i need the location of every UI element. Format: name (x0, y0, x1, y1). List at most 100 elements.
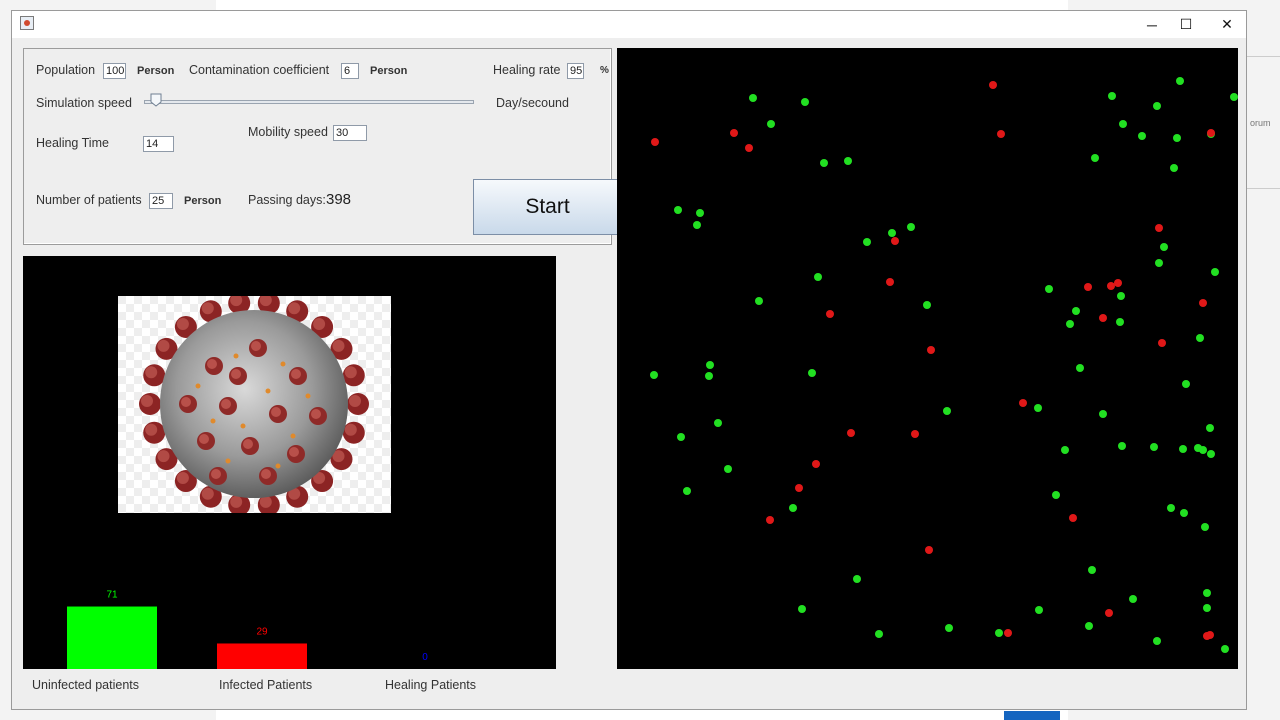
infected-person-dot (795, 484, 803, 492)
healthy-person-dot (1201, 523, 1209, 531)
healthy-person-dot (875, 630, 883, 638)
infected-person-dot (1019, 399, 1027, 407)
infected-person-dot (730, 129, 738, 137)
infected-person-dot (745, 144, 753, 152)
healthy-person-dot (755, 297, 763, 305)
healthy-person-dot (1167, 504, 1175, 512)
infected-person-dot (1155, 224, 1163, 232)
healthy-person-dot (945, 624, 953, 632)
healthy-person-dot (1076, 364, 1084, 372)
healthy-person-dot (1211, 268, 1219, 276)
healthy-person-dot (706, 361, 714, 369)
healthy-person-dot (1138, 132, 1146, 140)
background-text-fragment: orum (1250, 118, 1271, 128)
background-divider (1240, 56, 1280, 57)
minimize-button[interactable]: ─ (1147, 16, 1157, 33)
healthy-person-dot (801, 98, 809, 106)
background-window-top (216, 0, 1068, 10)
start-button[interactable]: Start (473, 179, 622, 235)
contamination-unit: Person (370, 65, 408, 77)
title-bar[interactable]: ─ ☐ ✕ (12, 11, 1246, 38)
bar-infected (217, 643, 307, 669)
bar-value-uninfected: 71 (106, 590, 118, 601)
healthy-person-dot (789, 504, 797, 512)
infected-person-dot (812, 460, 820, 468)
healthy-person-dot (1176, 77, 1184, 85)
app-window: ─ ☐ ✕ Population 100 Person Contaminatio… (11, 10, 1247, 710)
healthy-person-dot (1091, 154, 1099, 162)
passing-days-value: 398 (326, 191, 352, 208)
infected-person-dot (1114, 279, 1122, 287)
healthy-person-dot (1108, 92, 1116, 100)
infected-person-dot (1099, 314, 1107, 322)
healing-rate-label: Healing rate (493, 63, 561, 77)
infected-person-dot (1105, 609, 1113, 617)
java-app-icon (20, 16, 34, 30)
infected-person-dot (886, 278, 894, 286)
healthy-person-dot (724, 465, 732, 473)
healthy-person-dot (674, 206, 682, 214)
contamination-label: Contamination coefficient (189, 63, 330, 77)
healing-patients-label: Healing Patients (385, 678, 477, 692)
infected-person-dot (1199, 299, 1207, 307)
control-panel: Population 100 Person Contamination coef… (23, 48, 622, 245)
healthy-person-dot (1034, 404, 1042, 412)
simulation-area (617, 48, 1238, 669)
simulation-speed-slider-thumb[interactable] (150, 93, 162, 107)
population-field[interactable]: 100 (103, 63, 126, 79)
healing-rate-field[interactable]: 95 (567, 63, 584, 79)
background-blue-button (1004, 711, 1060, 720)
healthy-person-dot (1203, 589, 1211, 597)
simulation-speed-slider-track[interactable] (144, 100, 474, 104)
healthy-person-dot (696, 209, 704, 217)
healing-rate-unit: % (600, 65, 609, 76)
healthy-person-dot (1230, 93, 1238, 101)
patients-bar-chart: 71 29 0 (67, 590, 428, 669)
infected-person-dot (891, 237, 899, 245)
healthy-person-dot (1052, 491, 1060, 499)
infected-person-dot (1004, 629, 1012, 637)
infected-person-dot (925, 546, 933, 554)
population-label: Population (36, 63, 96, 77)
healthy-person-dot (907, 223, 915, 231)
healthy-person-dot (808, 369, 816, 377)
infected-person-dot (989, 81, 997, 89)
infected-person-dot (766, 516, 774, 524)
close-button[interactable]: ✕ (1221, 16, 1233, 32)
healthy-person-dot (767, 120, 775, 128)
infected-person-dot (1069, 514, 1077, 522)
bar-value-healing: 0 (422, 652, 428, 663)
healthy-person-dot (1061, 446, 1069, 454)
statistics-chart-panel: 71 29 0 (23, 256, 556, 669)
healthy-person-dot (1180, 509, 1188, 517)
healing-time-field[interactable]: 14 (143, 136, 174, 152)
background-divider (1240, 188, 1280, 189)
healthy-person-dot (1085, 622, 1093, 630)
infected-person-dot (847, 429, 855, 437)
healthy-person-dot (1207, 450, 1215, 458)
passing-days-label: Passing days: (248, 193, 326, 207)
healthy-person-dot (888, 229, 896, 237)
infected-person-dot (1107, 282, 1115, 290)
infected-person-dot (826, 310, 834, 318)
healthy-person-dot (1153, 637, 1161, 645)
infected-person-dot (1158, 339, 1166, 347)
healthy-person-dot (1150, 443, 1158, 451)
simulation-speed-label: Simulation speed (36, 96, 132, 110)
healthy-person-dot (1155, 259, 1163, 267)
infected-person-dot (1207, 129, 1215, 137)
mobility-speed-label: Mobility speed (248, 125, 328, 139)
healthy-person-dot (650, 371, 658, 379)
healthy-person-dot (1129, 595, 1137, 603)
healthy-person-dot (1221, 645, 1229, 653)
contamination-field[interactable]: 6 (341, 63, 359, 79)
healthy-person-dot (1118, 442, 1126, 450)
bar-uninfected (67, 606, 157, 669)
patients-field[interactable]: 25 (149, 193, 173, 209)
healthy-person-dot (814, 273, 822, 281)
healthy-person-dot (1196, 334, 1204, 342)
mobility-speed-field[interactable]: 30 (333, 125, 367, 141)
healthy-person-dot (844, 157, 852, 165)
maximize-button[interactable]: ☐ (1179, 16, 1193, 32)
healthy-person-dot (1170, 164, 1178, 172)
